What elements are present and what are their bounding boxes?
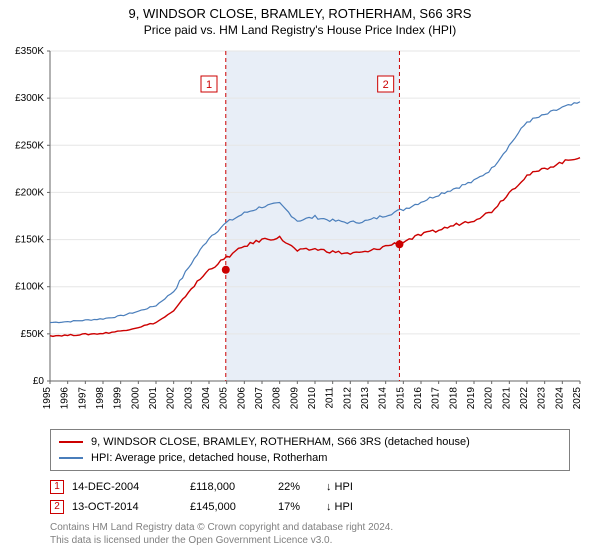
svg-text:£50K: £50K xyxy=(21,329,45,340)
transaction-date: 13-OCT-2014 xyxy=(72,497,182,517)
svg-text:2025: 2025 xyxy=(572,387,583,410)
svg-text:£200K: £200K xyxy=(15,187,44,198)
chart-title: 9, WINDSOR CLOSE, BRAMLEY, ROTHERHAM, S6… xyxy=(0,0,600,21)
svg-text:2013: 2013 xyxy=(360,387,371,410)
transaction-vs-hpi: ↓ HPI xyxy=(326,497,353,517)
svg-text:2021: 2021 xyxy=(501,387,512,410)
svg-text:£250K: £250K xyxy=(15,140,44,151)
chart-subtitle: Price paid vs. HM Land Registry's House … xyxy=(0,21,600,41)
svg-text:2022: 2022 xyxy=(519,387,530,410)
svg-text:2009: 2009 xyxy=(289,387,300,410)
svg-text:2008: 2008 xyxy=(272,387,283,410)
transaction-pct: 17% xyxy=(278,497,318,517)
svg-text:2018: 2018 xyxy=(448,387,459,410)
svg-text:1996: 1996 xyxy=(60,387,71,410)
svg-text:£0: £0 xyxy=(33,376,45,387)
transaction-date: 14-DEC-2004 xyxy=(72,477,182,497)
svg-text:2015: 2015 xyxy=(395,387,406,410)
svg-text:2005: 2005 xyxy=(219,387,230,410)
svg-text:2: 2 xyxy=(383,79,389,91)
svg-text:2007: 2007 xyxy=(254,387,265,410)
transactions-table: 1 14-DEC-2004 £118,000 22% ↓ HPI 2 13-OCT-2014… xyxy=(50,477,570,517)
svg-text:£150K: £150K xyxy=(15,235,44,246)
svg-text:£100K: £100K xyxy=(15,282,44,293)
svg-text:2016: 2016 xyxy=(413,387,424,410)
transaction-price: £118,000 xyxy=(190,477,270,497)
svg-text:2004: 2004 xyxy=(201,387,212,410)
svg-text:2020: 2020 xyxy=(484,387,495,410)
legend-item: 9, WINDSOR CLOSE, BRAMLEY, ROTHERHAM, S6… xyxy=(59,434,561,450)
chart-area: £0 £50K £100K £150K £200K £250K £300K £350K 1995… xyxy=(0,41,600,421)
legend-swatch xyxy=(59,457,83,459)
svg-text:2000: 2000 xyxy=(130,387,141,410)
transaction-pct: 22% xyxy=(278,477,318,497)
svg-text:2011: 2011 xyxy=(325,387,336,409)
svg-text:2017: 2017 xyxy=(431,387,442,410)
transaction-row: 2 13-OCT-2014 £145,000 17% ↓ HPI xyxy=(50,497,570,517)
svg-text:2024: 2024 xyxy=(554,387,565,410)
transaction-vs-hpi: ↓ HPI xyxy=(326,477,353,497)
legend-label: HPI: Average price, detached house, Roth… xyxy=(91,450,327,466)
footer-attribution: Contains HM Land Registry data © Crown c… xyxy=(50,521,570,547)
svg-text:2001: 2001 xyxy=(148,387,159,410)
svg-text:2012: 2012 xyxy=(342,387,353,410)
footer-line-1: Contains HM Land Registry data © Crown c… xyxy=(50,521,570,534)
transaction-price: £145,000 xyxy=(190,497,270,517)
svg-text:2014: 2014 xyxy=(378,387,389,410)
line-chart-svg: £0 £50K £100K £150K £200K £250K £300K £350K 1995… xyxy=(0,41,600,421)
legend-swatch xyxy=(59,441,83,443)
footer-line-2: This data is licensed under the Open Gov… xyxy=(50,534,570,547)
svg-text:1995: 1995 xyxy=(42,387,53,410)
svg-text:2010: 2010 xyxy=(307,387,318,410)
transaction-marker-number: 2 xyxy=(50,500,64,514)
transaction-marker-number: 1 xyxy=(50,480,64,494)
svg-text:1998: 1998 xyxy=(95,387,106,410)
transaction-row: 1 14-DEC-2004 £118,000 22% ↓ HPI xyxy=(50,477,570,497)
svg-text:2003: 2003 xyxy=(183,387,194,410)
svg-text:£300K: £300K xyxy=(15,93,44,104)
svg-text:1997: 1997 xyxy=(77,387,88,410)
svg-text:2006: 2006 xyxy=(236,387,247,410)
svg-text:£350K: £350K xyxy=(15,46,44,57)
legend-item: HPI: Average price, detached house, Roth… xyxy=(59,450,561,466)
legend-box: 9, WINDSOR CLOSE, BRAMLEY, ROTHERHAM, S6… xyxy=(50,429,570,471)
svg-text:1999: 1999 xyxy=(113,387,124,410)
legend-label: 9, WINDSOR CLOSE, BRAMLEY, ROTHERHAM, S6… xyxy=(91,434,470,450)
svg-text:2002: 2002 xyxy=(166,387,177,410)
svg-text:2023: 2023 xyxy=(537,387,548,410)
svg-text:1: 1 xyxy=(206,79,212,91)
svg-text:2019: 2019 xyxy=(466,387,477,410)
